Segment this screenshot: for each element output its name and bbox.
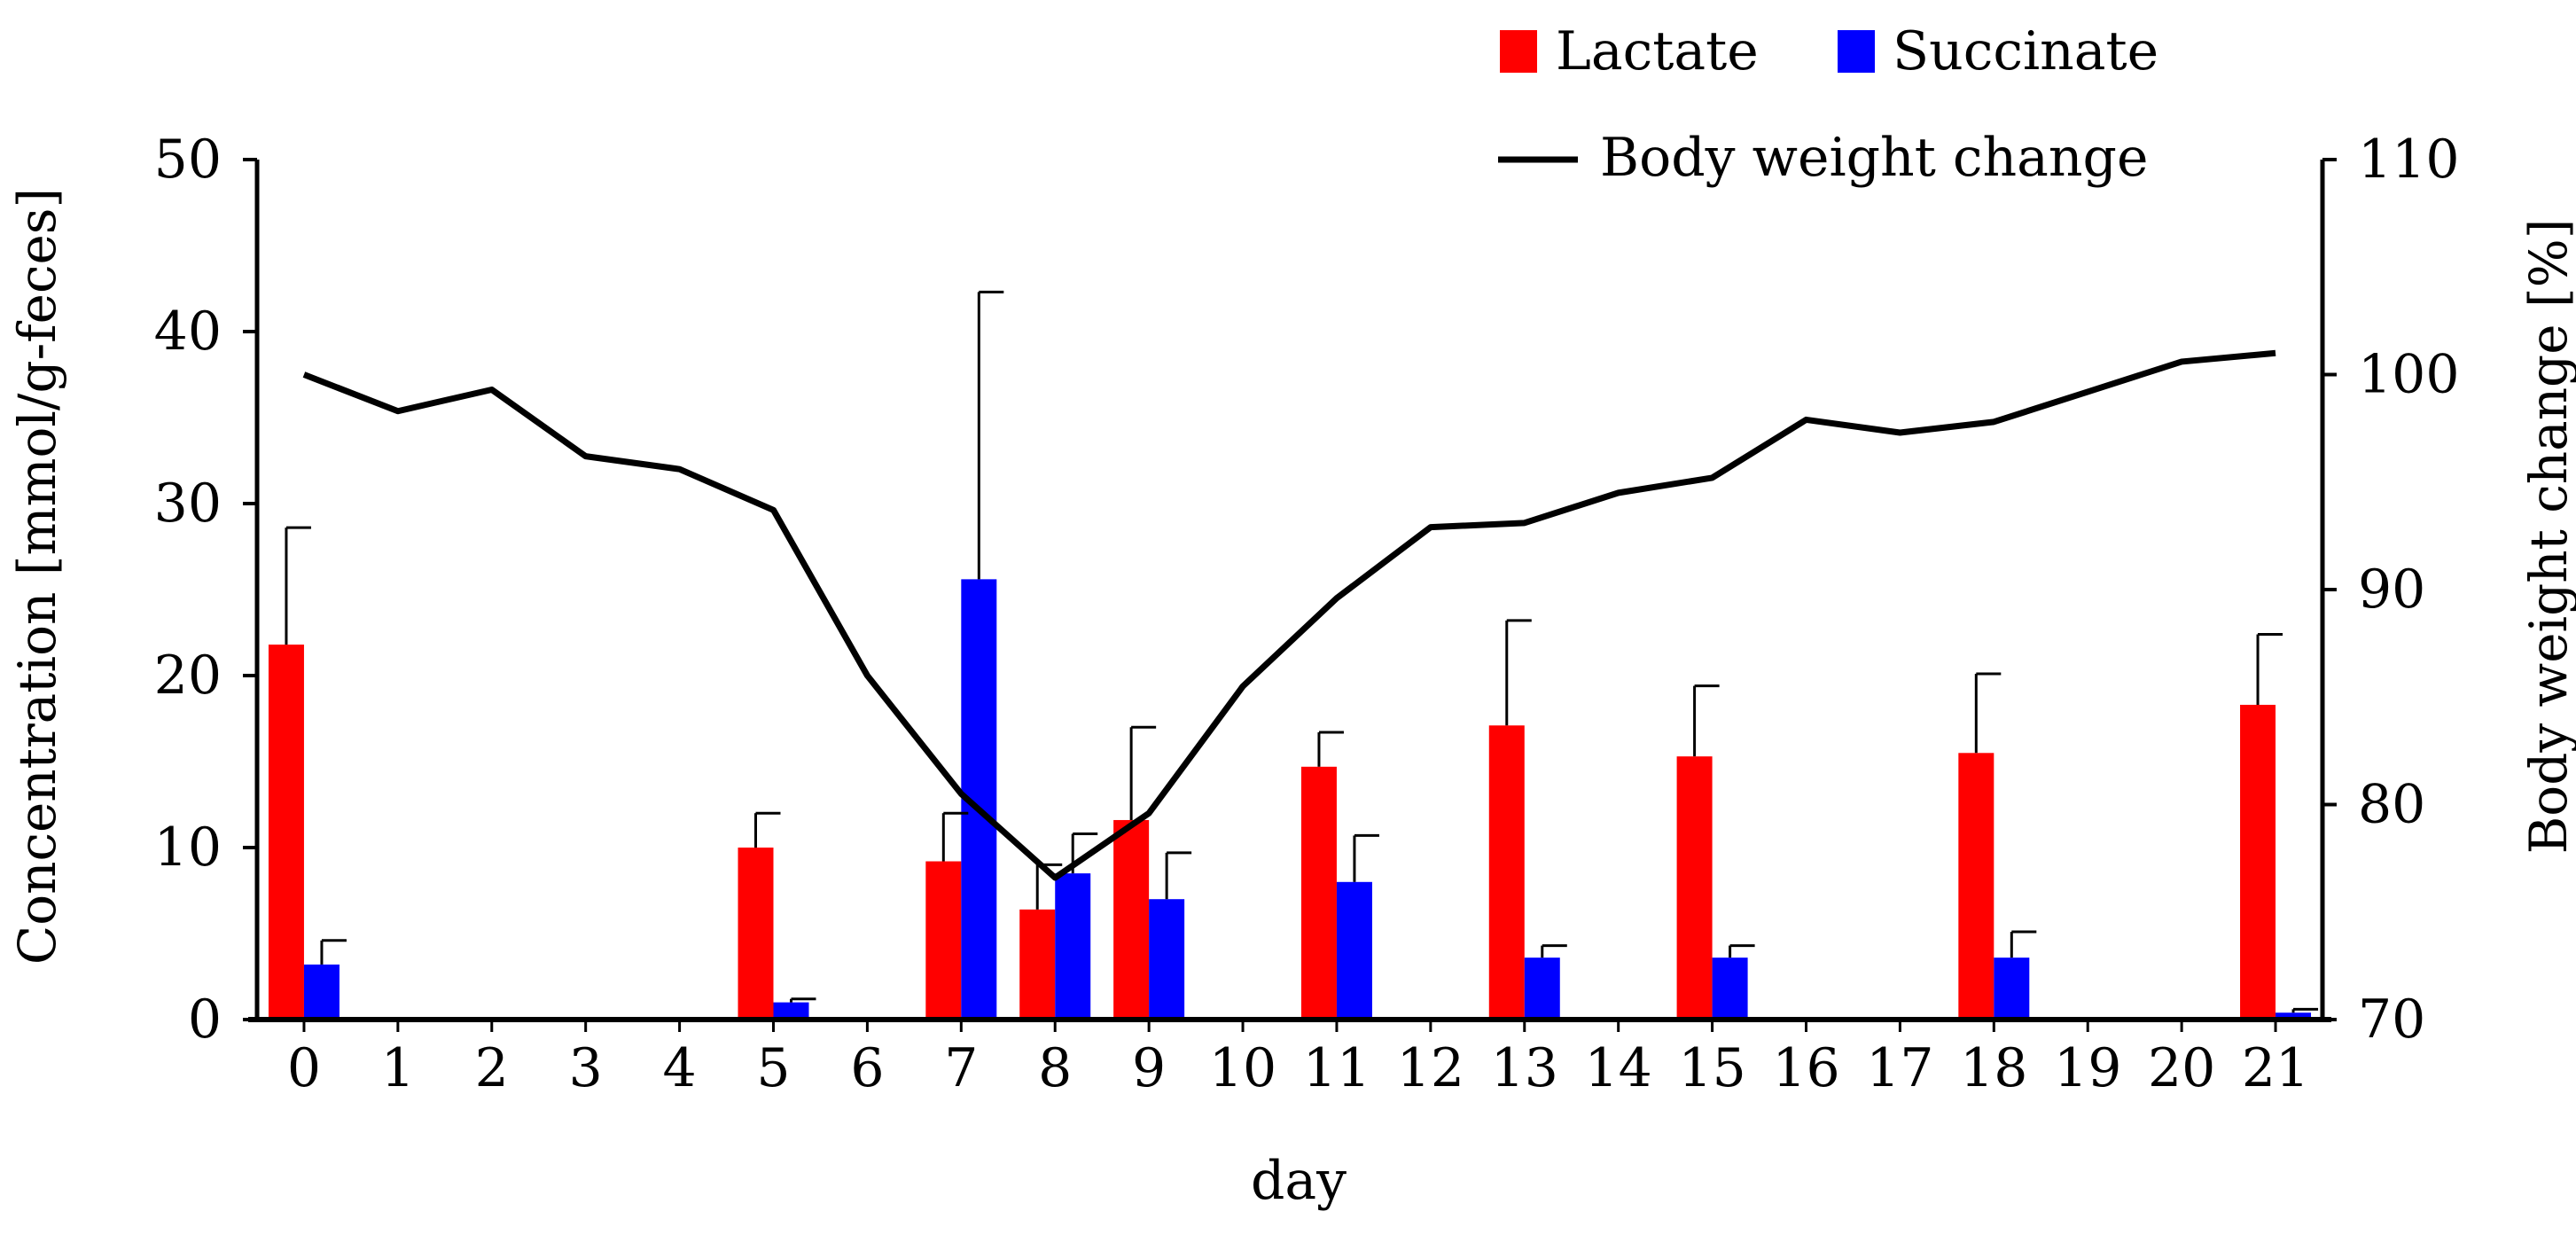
x-tick-label-1: 1	[381, 1037, 415, 1099]
y-tick-label-right-110: 110	[2358, 129, 2460, 191]
x-tick-label-0: 0	[287, 1037, 321, 1099]
bar-succinate-day-11	[1336, 881, 1372, 1020]
x-tick-label-10: 10	[1209, 1037, 1276, 1099]
bar-succinate-day-8	[1055, 873, 1091, 1020]
x-tick-label-15: 15	[1678, 1037, 1745, 1099]
legend-label-succinate: Succinate	[1893, 20, 2158, 82]
x-tick-label-3: 3	[569, 1037, 603, 1099]
x-tick-label-8: 8	[1038, 1037, 1072, 1099]
y-tick-label-right-90: 90	[2358, 559, 2425, 621]
bar-lactate-day-11	[1300, 766, 1337, 1020]
x-tick-label-13: 13	[1491, 1037, 1558, 1099]
y-tick-label-left-0: 0	[188, 989, 222, 1051]
bar-lactate-day-18	[1958, 753, 1994, 1020]
y-tick-label-left-40: 40	[154, 301, 222, 363]
y-tick-label-left-10: 10	[154, 817, 222, 879]
bar-lactate-day-5	[738, 848, 774, 1020]
y-tick-label-right-100: 100	[2358, 344, 2460, 406]
bar-succinate-day-13	[1524, 958, 1560, 1020]
y-axis-label-right: Body weight change [%]	[2518, 219, 2576, 855]
x-tick-label-21: 21	[2242, 1037, 2309, 1099]
x-tick-label-14: 14	[1585, 1037, 1652, 1099]
line-body-weight-change	[302, 349, 2276, 881]
bar-lactate-day-15	[1676, 756, 1713, 1020]
legend-label-lactate: Lactate	[1556, 20, 1759, 82]
line-layer	[302, 349, 2276, 881]
y-tick-label-right-70: 70	[2358, 989, 2425, 1051]
y-tick-label-left-50: 50	[154, 129, 222, 191]
x-tick-label-7: 7	[944, 1037, 978, 1099]
bar-lactate-day-9	[1113, 819, 1150, 1020]
bar-succinate-day-5	[773, 1002, 809, 1020]
x-tick-label-20: 20	[2148, 1037, 2215, 1099]
bar-lactate-day-0	[268, 645, 304, 1020]
x-tick-label-2: 2	[475, 1037, 509, 1099]
bar-succinate-day-15	[1712, 958, 1748, 1020]
y-axis-label-left: Concentration [mmol/g-feces]	[7, 188, 67, 965]
legend: Lactate Succinate Body weight change	[1498, 20, 2158, 189]
x-tick-label-11: 11	[1303, 1037, 1370, 1099]
bar-succinate-day-0	[303, 964, 340, 1020]
x-tick-label-4: 4	[662, 1037, 696, 1099]
x-tick-label-12: 12	[1397, 1037, 1464, 1099]
bar-lactate-day-21	[2240, 704, 2276, 1020]
bar-lactate-day-8	[1019, 909, 1056, 1020]
x-tick-label-18: 18	[1960, 1037, 2027, 1099]
y-tick-label-left-30: 30	[154, 473, 222, 535]
legend-swatch-lactate	[1500, 30, 1537, 73]
x-tick-label-16: 16	[1772, 1037, 1839, 1099]
bar-lactate-day-7	[925, 861, 962, 1020]
bar-succinate-day-9	[1149, 899, 1185, 1020]
bar-succinate-day-18	[1994, 958, 2030, 1020]
error-bar-layer	[285, 290, 2319, 1013]
y-tick-label-left-20: 20	[154, 645, 222, 707]
legend-label-body-weight: Body weight change	[1600, 127, 2148, 189]
bar-succinate-day-21	[2275, 1012, 2312, 1020]
y-tick-label-right-80: 80	[2358, 774, 2425, 836]
legend-swatch-succinate	[1838, 30, 1875, 73]
bar-lactate-day-13	[1488, 725, 1525, 1020]
x-axis-label: day	[1251, 1150, 1347, 1212]
bar-layer	[268, 579, 2312, 1020]
x-tick-label-9: 9	[1132, 1037, 1166, 1099]
x-tick-label-17: 17	[1866, 1037, 1933, 1099]
x-tick-label-5: 5	[756, 1037, 790, 1099]
x-tick-label-6: 6	[850, 1037, 884, 1099]
x-tick-label-19: 19	[2054, 1037, 2121, 1099]
